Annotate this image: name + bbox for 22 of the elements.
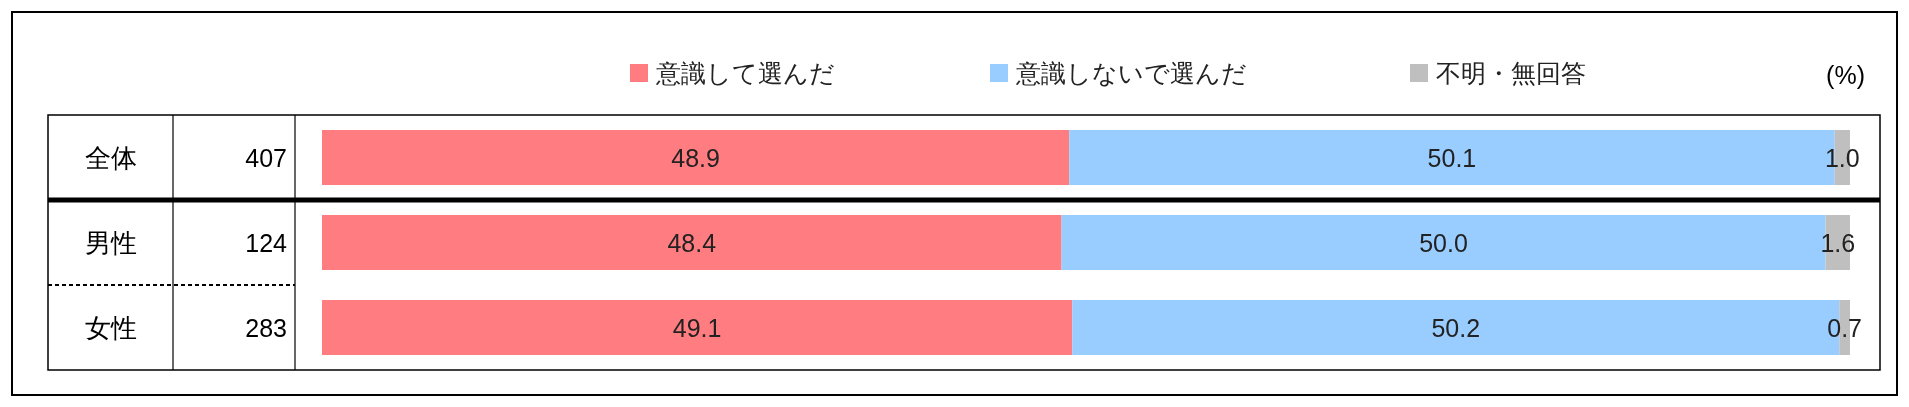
bar [322, 130, 1070, 185]
y-tick-label: 男性 [84, 227, 137, 258]
data-label: 0.7 [1827, 313, 1863, 342]
data-label: 50.0 [1419, 228, 1468, 257]
data-label: 48.9 [671, 143, 720, 172]
legend-label: 意識して選んだ [655, 59, 835, 87]
text: (%) [1826, 61, 1865, 89]
data-label: 1.6 [1820, 228, 1856, 257]
legend-label: 不明・無回答 [1436, 59, 1586, 87]
text: 124 [245, 228, 288, 257]
y-tick-label: 全体 [84, 142, 137, 173]
bar [322, 300, 1073, 355]
data-label: 49.1 [672, 313, 722, 342]
data-label: 48.4 [667, 228, 717, 257]
data-label: 1.0 [1824, 143, 1860, 172]
legend-label: 意識しないで選んだ [1015, 59, 1247, 87]
data-label: 50.1 [1427, 143, 1477, 172]
y-tick-label: 女性 [84, 312, 137, 343]
text: 283 [245, 313, 287, 342]
data-label: 50.2 [1431, 313, 1481, 342]
bar [322, 215, 1062, 270]
text: 407 [245, 143, 287, 172]
